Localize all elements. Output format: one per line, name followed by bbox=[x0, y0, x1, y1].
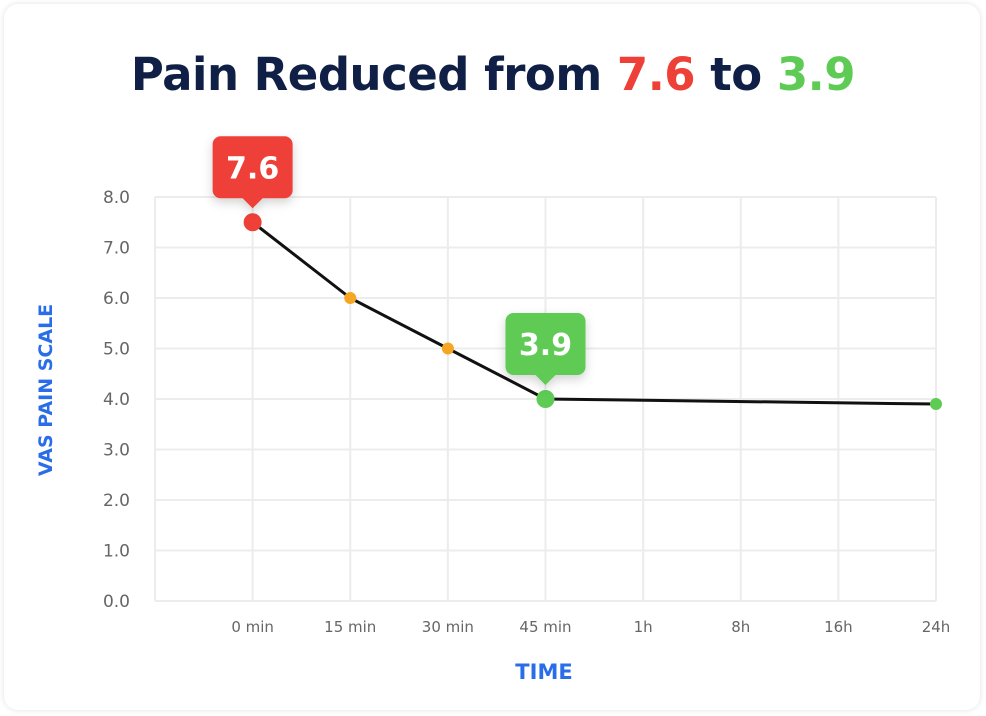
data-point bbox=[930, 398, 942, 411]
y-tick-label: 7.0 bbox=[103, 239, 130, 259]
x-tick-label: 15 min bbox=[324, 618, 376, 636]
y-tick-label: 3.0 bbox=[103, 441, 130, 461]
x-tick-label: 0 min bbox=[231, 618, 274, 636]
callout-label: 3.9 bbox=[519, 328, 572, 363]
x-tick-label: 45 min bbox=[519, 618, 571, 636]
data-point bbox=[344, 292, 357, 304]
y-tick-label: 0.0 bbox=[103, 592, 130, 612]
x-tick-label: 24h bbox=[922, 618, 951, 636]
chart-card bbox=[4, 4, 980, 710]
title-from-value: 7.6 bbox=[616, 48, 696, 101]
x-tick-label: 16h bbox=[824, 618, 853, 636]
x-tick-label: 8h bbox=[731, 618, 750, 636]
title-prefix: Pain Reduced from bbox=[130, 48, 617, 101]
y-tick-label: 2.0 bbox=[103, 491, 130, 511]
data-point bbox=[536, 390, 555, 408]
callout-bubble bbox=[505, 313, 586, 385]
y-tick-label: 6.0 bbox=[103, 289, 130, 309]
y-tick-label: 1.0 bbox=[103, 542, 130, 562]
title-to-value: 3.9 bbox=[776, 48, 856, 101]
callout-label: 7.6 bbox=[226, 151, 279, 186]
x-tick-label: 1h bbox=[634, 618, 653, 636]
callout-bubble bbox=[212, 136, 293, 209]
chart-title: Pain Reduced from 7.6 to 3.9 bbox=[0, 48, 986, 101]
y-tick-label: 5.0 bbox=[103, 340, 130, 360]
y-axis-title: VAS PAIN SCALE bbox=[35, 303, 57, 477]
data-point bbox=[243, 213, 262, 232]
data-point bbox=[441, 342, 454, 355]
value-callout: 3.9 bbox=[505, 313, 586, 385]
value-callout: 7.6 bbox=[212, 136, 293, 209]
y-tick-label: 4.0 bbox=[103, 390, 130, 410]
x-axis-title: TIME bbox=[515, 660, 573, 684]
series-line bbox=[251, 221, 937, 406]
title-middle: to bbox=[695, 48, 777, 101]
y-tick-label: 8.0 bbox=[103, 188, 130, 208]
x-tick-label: 30 min bbox=[422, 618, 474, 636]
